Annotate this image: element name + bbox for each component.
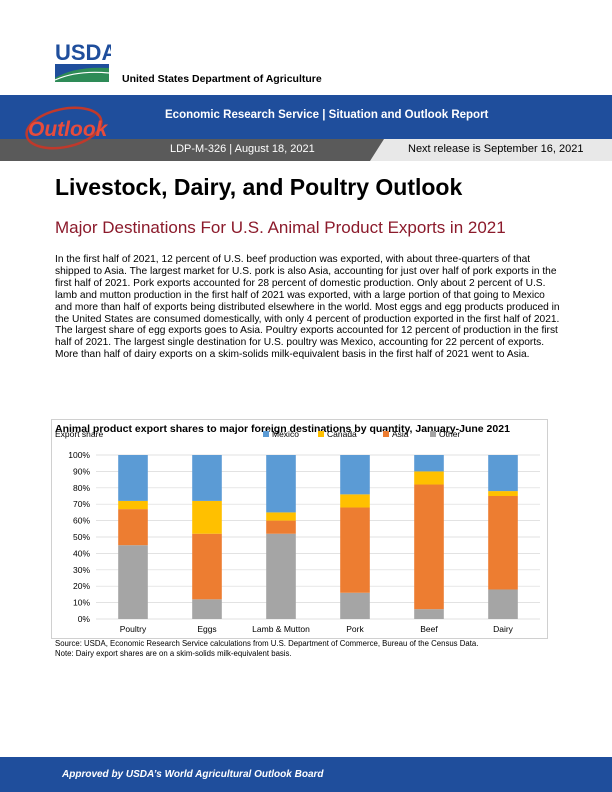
body-paragraph: In the first half of 2021, 12 percent of… [55, 254, 560, 361]
footnote: Note: Dairy export shares are on a skim-… [55, 649, 292, 658]
chart-frame [51, 419, 548, 639]
agency-name: United States Department of Agriculture [122, 73, 322, 85]
report-banner: Economic Research Service | Situation an… [0, 95, 612, 139]
page-subtitle: Major Destinations For U.S. Animal Produ… [55, 218, 506, 237]
banner-title: Economic Research Service | Situation an… [165, 109, 489, 121]
next-release: Next release is September 16, 2021 [408, 143, 584, 155]
chart-title: Animal product export shares to major fo… [55, 423, 510, 435]
page-title: Livestock, Dairy, and Poultry Outlook [55, 174, 463, 200]
footer-text: Approved by USDA’s World Agricultural Ou… [62, 769, 324, 780]
next-release-panel [370, 139, 612, 161]
usda-logo-text: USDA [55, 40, 111, 65]
source-note: Source: USDA, Economic Research Service … [55, 639, 479, 648]
usda-logo: USDA [55, 40, 111, 82]
report-id: LDP-M-326 | August 18, 2021 [170, 143, 315, 155]
footer-bar: Approved by USDA’s World Agricultural Ou… [0, 757, 612, 792]
chart-source: Source: USDA, Economic Research Service … [55, 639, 478, 659]
outlook-logo-text: Outlook [28, 118, 109, 141]
outlook-logo: Outlook [25, 106, 109, 150]
